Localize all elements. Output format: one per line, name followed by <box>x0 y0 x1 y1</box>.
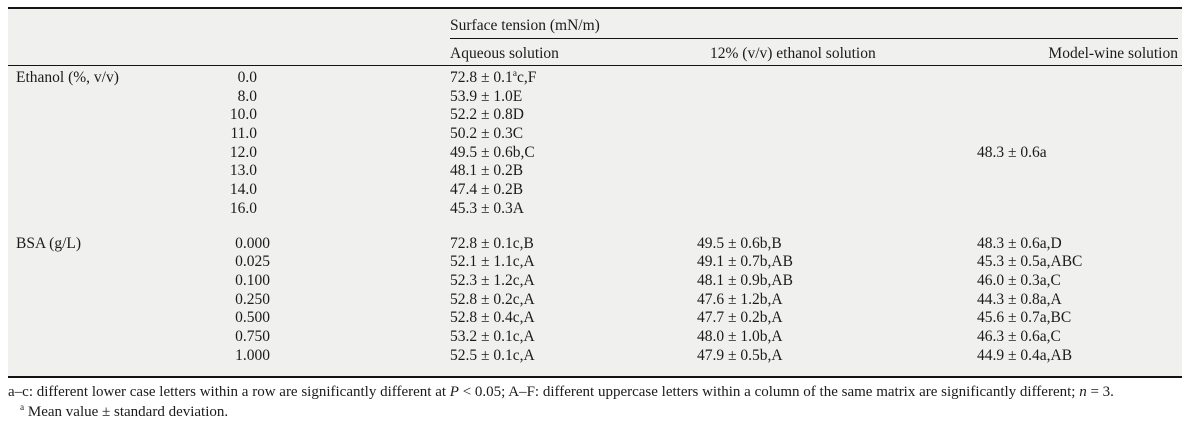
cell-model-wine: 44.3 ± 0.8a,A <box>977 290 1062 308</box>
text-segment: < 0.05; A–F: different uppercase letters… <box>458 384 1080 400</box>
table-row: 14.0 47.4 ± 0.2B <box>8 181 1182 200</box>
table-body: Ethanol (%, v/v) 0.0 72.8 ± 0.1ac,F 8.0 53.9… <box>8 69 1182 365</box>
cell-aqueous: 72.8 ± 0.1c,B <box>450 234 534 252</box>
cell-aqueous: 52.5 ± 0.1c,A <box>450 346 535 364</box>
cell-dose: 16.0 <box>229 199 257 217</box>
cell-ethanol12: 48.1 ± 0.9b,AB <box>697 271 793 289</box>
cell-aqueous: 45.3 ± 0.3A <box>450 199 524 217</box>
cell-aqueous: 49.5 ± 0.6b,C <box>450 143 535 161</box>
cell-ethanol12: 47.9 ± 0.5b,A <box>697 346 783 364</box>
cell-dose: 0.025 <box>235 253 270 271</box>
table-row: 0.500 52.8 ± 0.4c,A 47.7 ± 0.2b,A 45.6 ± 0.… <box>8 309 1182 328</box>
cell-ethanol12: 47.7 ± 0.2b,A <box>697 309 783 327</box>
cell-model-wine: 44.9 ± 0.4a,AB <box>977 346 1073 364</box>
text-segment: a–c: different lower case letters within… <box>8 384 450 400</box>
cell-model-wine: 45.3 ± 0.5a,ABC <box>977 253 1083 271</box>
column-header-model-wine-solution: Model-wine solution <box>1048 45 1178 62</box>
table-row: 0.250 52.8 ± 0.2c,A 47.6 ± 1.2b,A 44.3 ± 0.… <box>8 291 1182 310</box>
text-segment: 72.8 ± 0.1 <box>450 69 513 86</box>
group-label: BSA (g/L) <box>16 234 82 252</box>
footnote-significance: a–c: different lower case letters within… <box>8 382 1188 402</box>
table-row: 0.025 52.1 ± 1.1c,A 49.1 ± 0.7b,AB 45.3 ± 0… <box>8 253 1182 272</box>
cell-aqueous: 72.8 ± 0.1ac,F <box>450 69 536 88</box>
table-row: 0.750 53.2 ± 0.1c,A 48.0 ± 1.0b,A 46.3 ± 0.… <box>8 328 1182 347</box>
spanner-header-surface-tension: Surface tension (mN/m) <box>450 17 600 34</box>
cell-model-wine: 46.0 ± 0.3a,C <box>977 271 1061 289</box>
surface-tension-table: Surface tension (mN/m) Aqueous solution … <box>8 7 1182 378</box>
row-group-bsa: BSA (g/L) 0.000 72.8 ± 0.1c,B 49.5 ± 0.6b,B… <box>8 235 1182 366</box>
table-row: BSA (g/L) 0.000 72.8 ± 0.1c,B 49.5 ± 0.6b,B… <box>8 235 1182 254</box>
cell-model-wine: 48.3 ± 0.6a,D <box>977 234 1062 252</box>
cell-dose: 0.750 <box>235 327 270 345</box>
cell-model-wine: 46.3 ± 0.6a,C <box>977 327 1061 345</box>
cell-ethanol12: 48.0 ± 1.0b,A <box>697 327 783 345</box>
cell-aqueous: 47.4 ± 0.2B <box>450 181 524 199</box>
cell-dose: 10.0 <box>229 106 257 124</box>
table-row: 11.0 50.2 ± 0.3C <box>8 125 1182 144</box>
cell-dose: 11.0 <box>230 125 257 143</box>
cell-aqueous: 53.2 ± 0.1c,A <box>450 327 535 345</box>
text-segment: Mean value ± standard deviation. <box>24 404 229 420</box>
cell-dose: 0.000 <box>235 234 270 252</box>
cell-ethanol12: 49.1 ± 0.7b,AB <box>697 253 793 271</box>
table-row: Ethanol (%, v/v) 0.0 72.8 ± 0.1ac,F <box>8 69 1182 88</box>
cell-dose: 0.250 <box>235 290 270 308</box>
superscript-note-marker: a <box>20 403 25 413</box>
italic-symbol: P <box>449 384 459 400</box>
cell-aqueous: 48.1 ± 0.2B <box>450 162 524 180</box>
row-group-ethanol: Ethanol (%, v/v) 0.0 72.8 ± 0.1ac,F 8.0 53.9… <box>8 69 1182 219</box>
spanner-underline-rule <box>450 38 1178 39</box>
column-header-aqueous-solution: Aqueous solution <box>450 45 559 62</box>
column-header-12-ethanol-solution: 12% (v/v) ethanol solution <box>710 45 876 62</box>
cell-aqueous: 52.3 ± 1.2c,A <box>450 271 535 289</box>
cell-ethanol12: 47.6 ± 1.2b,A <box>697 290 783 308</box>
table-row: 16.0 45.3 ± 0.3A <box>8 200 1182 219</box>
table-row: 13.0 48.1 ± 0.2B <box>8 162 1182 181</box>
cell-model-wine: 48.3 ± 0.6a <box>977 143 1047 161</box>
cell-dose: 14.0 <box>229 181 257 199</box>
group-label: Ethanol (%, v/v) <box>16 69 119 86</box>
cell-dose: 0.500 <box>235 309 270 327</box>
cell-aqueous: 53.9 ± 1.0E <box>450 87 523 105</box>
cell-dose: 13.0 <box>229 162 257 180</box>
italic-symbol: n <box>1079 384 1087 400</box>
table-row: 8.0 53.9 ± 1.0E <box>8 88 1182 107</box>
header-bottom-rule <box>8 65 1182 66</box>
cell-dose: 0.100 <box>235 271 270 289</box>
table-row: 12.0 49.5 ± 0.6b,C 48.3 ± 0.6a <box>8 144 1182 163</box>
table-footnotes: a–c: different lower case letters within… <box>8 382 1188 422</box>
cell-aqueous: 50.2 ± 0.3C <box>450 125 524 143</box>
cell-aqueous: 52.1 ± 1.1c,A <box>450 253 535 271</box>
cell-dose: 1.000 <box>235 346 270 364</box>
table-row: 0.100 52.3 ± 1.2c,A 48.1 ± 0.9b,AB 46.0 ± 0… <box>8 272 1182 291</box>
cell-ethanol12: 49.5 ± 0.6b,B <box>697 234 782 252</box>
cell-aqueous: 52.8 ± 0.2c,A <box>450 290 535 308</box>
table-row: 10.0 52.2 ± 0.8D <box>8 106 1182 125</box>
cell-model-wine: 45.6 ± 0.7a,BC <box>977 309 1072 327</box>
text-segment: = 3. <box>1086 384 1114 400</box>
cell-dose: 12.0 <box>229 143 257 161</box>
text-segment: c,F <box>517 69 537 86</box>
cell-dose: 0.0 <box>237 69 257 86</box>
footnote-mean-sd: a Mean value ± standard deviation. <box>8 402 1188 422</box>
table-row: 1.000 52.5 ± 0.1c,A 47.9 ± 0.5b,A 44.9 ± 0.… <box>8 347 1182 366</box>
cell-aqueous: 52.2 ± 0.8D <box>450 106 524 124</box>
cell-aqueous: 52.8 ± 0.4c,A <box>450 309 535 327</box>
cell-dose: 8.0 <box>237 87 257 105</box>
superscript-note-marker: a <box>512 67 518 79</box>
